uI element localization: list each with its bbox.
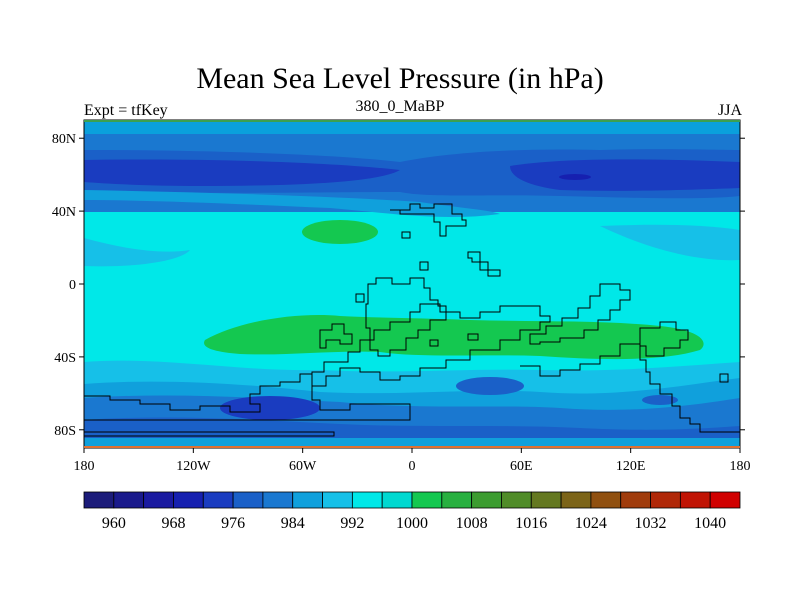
colorbar-label: 1040 xyxy=(694,515,726,532)
lat-tick-label: 40S xyxy=(54,351,76,366)
colorbar-label: 968 xyxy=(161,515,185,532)
colorbar-swatch xyxy=(292,491,323,509)
colorbar-label: 1008 xyxy=(456,515,488,532)
lat-tick-label: 80S xyxy=(54,424,76,439)
longitude-ticks: 180 120W 60W 0 60E 120E 180 xyxy=(74,448,751,474)
plot-title: Mean Sea Level Pressure (in hPa) xyxy=(196,62,604,95)
colorbar-swatch xyxy=(262,491,294,509)
colorbar-swatch xyxy=(679,491,711,509)
colorbar-swatch xyxy=(560,491,592,509)
contour-fill xyxy=(84,120,740,448)
colorbar-swatch xyxy=(590,491,622,509)
colorbar-swatch xyxy=(411,491,443,509)
lat-tick-label: 80N xyxy=(52,132,76,147)
colorbar-label: 1032 xyxy=(635,515,667,532)
colorbar-swatch xyxy=(441,491,473,509)
lon-tick-label: 60W xyxy=(289,459,317,474)
colorbar-swatch xyxy=(501,491,532,509)
colorbar-swatch xyxy=(471,491,502,509)
subtitle-period: 380_0_MaBP xyxy=(355,98,445,115)
colorbar-swatch xyxy=(202,491,234,509)
colorbar-label: 976 xyxy=(221,515,245,532)
colorbar-swatch xyxy=(232,491,264,509)
lon-tick-label: 0 xyxy=(409,459,416,474)
colorbar-swatch xyxy=(620,491,651,509)
colorbar-swatch xyxy=(322,491,353,509)
colorbar-label: 984 xyxy=(281,515,305,532)
colorbar-swatch xyxy=(650,491,681,509)
lon-tick-label: 60E xyxy=(510,459,533,474)
lat-tick-label: 40N xyxy=(52,205,76,220)
colorbar-swatch xyxy=(83,491,115,509)
subtitle-experiment: Expt = tfKey xyxy=(84,102,168,119)
lon-tick-label: 180 xyxy=(74,459,95,474)
colorbar-label: 1016 xyxy=(515,515,547,532)
lon-tick-label: 180 xyxy=(730,459,751,474)
lat-tick-label: 0 xyxy=(69,278,76,293)
latitude-ticks: 80N 40N 0 40S 80S xyxy=(52,132,745,439)
coastlines xyxy=(84,203,740,437)
colorbar-label: 1000 xyxy=(396,515,428,532)
lon-tick-label: 120W xyxy=(176,459,211,474)
colorbar-swatch xyxy=(143,491,174,509)
colorbar-swatch xyxy=(113,491,145,509)
colorbar-swatch xyxy=(173,491,204,509)
colorbar-swatch xyxy=(351,491,383,509)
subtitle-season: JJA xyxy=(717,102,742,119)
colorbar-swatch xyxy=(530,491,562,509)
lon-tick-label: 120E xyxy=(616,459,646,474)
colorbar-label: 992 xyxy=(340,515,364,532)
colorbar-label: 960 xyxy=(102,515,126,532)
colorbar-swatch xyxy=(709,491,741,509)
colorbar-label: 1024 xyxy=(575,515,607,532)
colorbar-swatch xyxy=(381,491,413,509)
